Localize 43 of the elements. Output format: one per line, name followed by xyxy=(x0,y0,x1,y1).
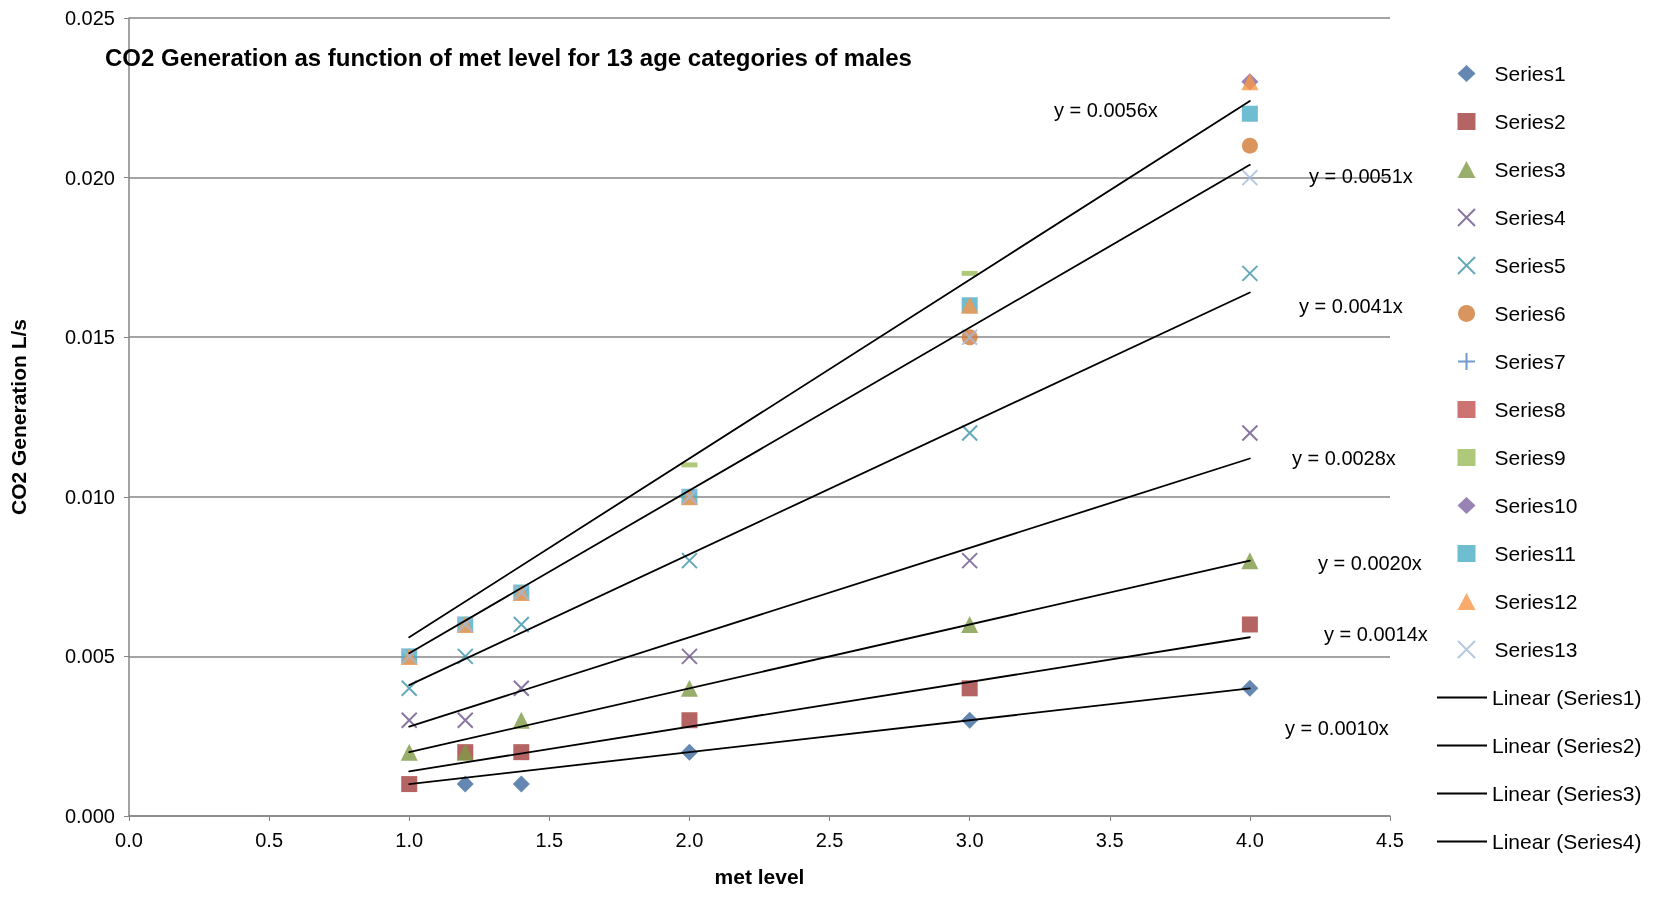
x-tick-label: 2.0 xyxy=(675,829,704,851)
x-tick-label: 1.0 xyxy=(395,829,424,851)
legend-label: Series13 xyxy=(1494,638,1578,661)
legend-label: Series4 xyxy=(1494,206,1567,229)
y-tick-label: 0.020 xyxy=(64,166,115,189)
x-tick-label: 1.5 xyxy=(535,829,564,851)
legend-label: Series1 xyxy=(1494,62,1566,85)
legend-label: Series7 xyxy=(1494,350,1566,373)
x-tick-label: 0.0 xyxy=(115,829,143,851)
legend-label: Series6 xyxy=(1494,302,1566,325)
legend-label: Series12 xyxy=(1494,590,1578,613)
y-tick-label: 0.015 xyxy=(64,326,115,349)
x-tick-label: 4.5 xyxy=(1376,829,1404,851)
y-tick-label: 0.000 xyxy=(64,805,115,827)
legend-label: Series9 xyxy=(1494,446,1566,469)
annotation: y = 0.0010x xyxy=(1284,717,1389,740)
legend-label: Series11 xyxy=(1494,542,1576,565)
x-tick-label: 4.0 xyxy=(1235,829,1264,851)
x-tick-label: 3.0 xyxy=(955,829,984,851)
x-tick-label: 3.5 xyxy=(1095,829,1124,851)
annotation: y = 0.0020x xyxy=(1317,551,1422,574)
legend-label: Linear (Series4) xyxy=(1492,830,1642,853)
text: CO2 Generation as function of met level for 13 age categories of males xyxy=(105,43,912,71)
legend-label: Series8 xyxy=(1494,398,1566,421)
annotation: y = 0.0028x xyxy=(1291,447,1396,470)
legend-label: Linear (Series2) xyxy=(1492,734,1642,757)
legend-label: Linear (Series3) xyxy=(1492,782,1642,805)
legend-label: Series3 xyxy=(1494,158,1566,181)
annotation: y = 0.0041x xyxy=(1298,294,1403,317)
y-tick-label: 0.010 xyxy=(64,485,115,508)
x-axis-title: met level xyxy=(714,865,805,888)
annotation: y = 0.0056x xyxy=(1053,98,1158,121)
x-tick-label: 0.5 xyxy=(255,829,284,851)
y-tick-label: 0.025 xyxy=(64,7,115,29)
legend-label: Series2 xyxy=(1494,110,1566,133)
y-axis-title: CO2 Generation L/s xyxy=(7,318,30,516)
legend-label: Linear (Series1) xyxy=(1492,686,1642,709)
annotation: y = 0.0014x xyxy=(1323,623,1428,646)
annotation: y = 0.0051x xyxy=(1308,164,1413,187)
y-tick-label: 0.005 xyxy=(64,645,115,668)
x-tick-label: 2.5 xyxy=(815,829,844,851)
legend-label: Series10 xyxy=(1494,494,1578,517)
legend-label: Series5 xyxy=(1494,254,1566,277)
